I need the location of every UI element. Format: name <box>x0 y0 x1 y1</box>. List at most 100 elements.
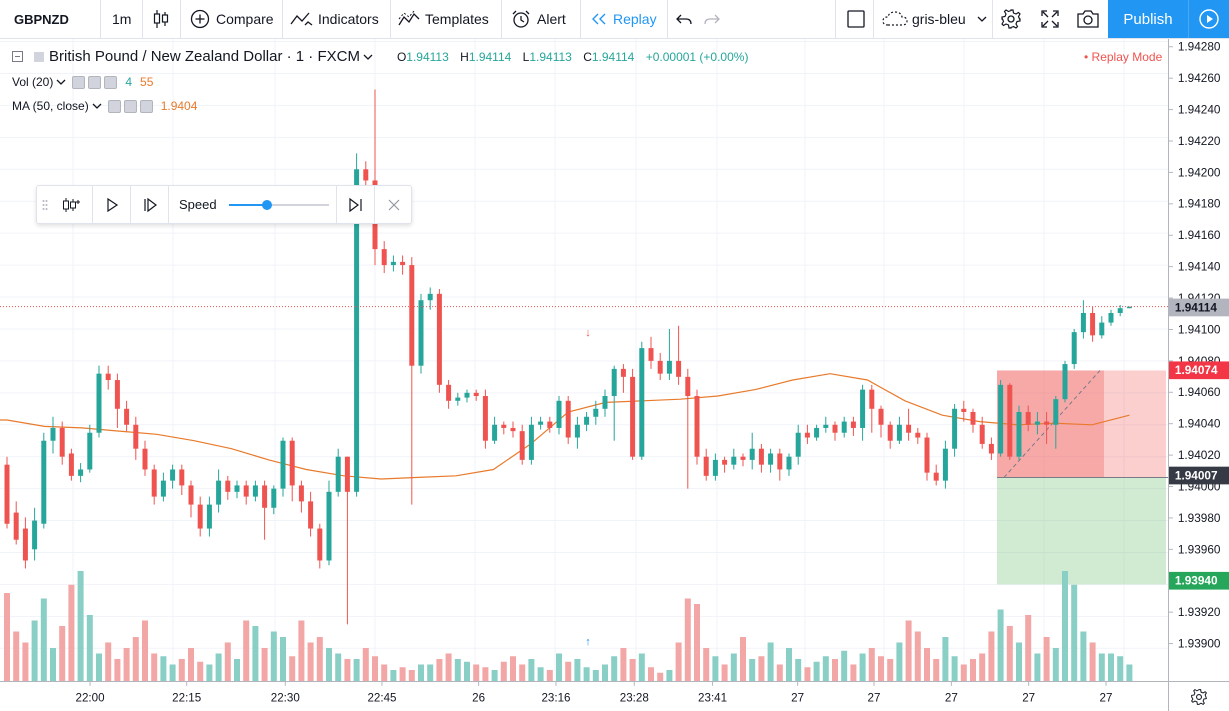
undo-button[interactable] <box>676 0 692 38</box>
compare-button[interactable]: Compare <box>190 0 274 38</box>
stop-price-badge-bg <box>1169 361 1229 380</box>
candle-body <box>482 396 488 441</box>
volume-bar <box>896 642 903 681</box>
candle-body <box>142 448 148 470</box>
publish-button[interactable]: Publish <box>1108 0 1188 38</box>
toolbar-divider <box>180 0 181 38</box>
candle-body <box>13 512 19 540</box>
candle-body <box>446 384 452 401</box>
speed-slider[interactable] <box>228 198 329 212</box>
time-axis[interactable]: 22:00 22:15 22:30 22:45 26 23:16 23:28 23:41 27 2… <box>0 681 1168 711</box>
time-tick-label: 22:30 <box>271 691 300 704</box>
close-icon[interactable] <box>104 75 118 89</box>
step-forward-button[interactable] <box>131 186 168 223</box>
play-button[interactable] <box>1188 0 1229 38</box>
volume-bar <box>31 620 38 681</box>
close-icon[interactable] <box>139 99 153 113</box>
fullscreen-button[interactable] <box>1040 0 1060 38</box>
ma-label[interactable]: MA (50, close) <box>12 99 89 113</box>
gear-icon[interactable] <box>88 75 102 89</box>
eye-icon[interactable] <box>72 75 86 89</box>
candle-body <box>915 432 921 438</box>
toolbar-divider <box>100 0 101 38</box>
price-tick-label: 1.93960 <box>1178 542 1221 556</box>
volume-bar <box>473 664 480 681</box>
price-tick-label: 1.94260 <box>1178 71 1221 85</box>
time-tick-label: 22:15 <box>172 691 201 704</box>
close-replay-button[interactable] <box>375 186 412 223</box>
volume-bar <box>758 656 765 681</box>
fullscreen-select-button[interactable] <box>846 0 866 38</box>
volume-bar <box>841 650 848 681</box>
candle-body <box>620 368 626 377</box>
candle-body <box>455 397 461 401</box>
candle-body <box>344 456 350 492</box>
price-tick-label: 1.94200 <box>1178 165 1221 179</box>
collapse-icon[interactable] <box>12 51 23 62</box>
panel-divider <box>336 186 337 223</box>
volume-bar <box>252 626 259 681</box>
candle-body <box>814 427 820 438</box>
volume-bar <box>298 620 305 681</box>
settings-button[interactable] <box>1000 0 1022 38</box>
volume-bar <box>730 653 737 681</box>
volume-bar <box>703 648 710 681</box>
price-tick-label: 1.94240 <box>1178 103 1221 117</box>
panel-divider <box>374 186 375 223</box>
volume-bar <box>1089 642 1096 681</box>
chevron-down-icon[interactable] <box>92 102 102 110</box>
current-price-badge-bg <box>1169 298 1229 317</box>
candle-body <box>933 472 939 481</box>
candles <box>4 89 1132 625</box>
chevron-down-icon[interactable] <box>56 78 66 86</box>
price-ticks: 1.94280 1.94260 1.94240 1.94220 1.94200 1.941… <box>1169 40 1221 651</box>
alert-button[interactable]: Alert <box>510 0 566 38</box>
layout-menu-button[interactable]: gris-bleu <box>882 0 988 38</box>
volume-bar <box>68 584 75 681</box>
time-tick-label: 26 <box>472 691 485 704</box>
candle-body <box>188 485 194 505</box>
volume-bar <box>583 667 590 681</box>
select-bar-icon <box>63 197 80 212</box>
candle-body <box>970 411 976 425</box>
volume-bar <box>749 659 756 681</box>
volume-bar <box>105 642 112 681</box>
price-chart[interactable]: ↓↑ <box>0 39 1168 681</box>
candle-body <box>657 360 663 374</box>
interval-button[interactable]: 1m <box>112 0 131 38</box>
play-replay-button[interactable] <box>93 186 130 223</box>
time-tick-label: 23:16 <box>541 691 570 704</box>
volume-bar <box>960 664 967 681</box>
slider-handle[interactable] <box>261 199 272 210</box>
candle-body <box>418 300 424 366</box>
price-axis[interactable]: 1.94280 1.94260 1.94240 1.94220 1.94200 1.941… <box>1168 39 1229 681</box>
templates-button[interactable]: Templates <box>398 0 489 38</box>
indicators-button[interactable]: Indicators <box>290 0 379 38</box>
snapshot-button[interactable] <box>1076 0 1100 38</box>
replay-button[interactable]: Replay <box>590 0 657 38</box>
volume-bar <box>629 659 636 681</box>
redo-button[interactable] <box>704 0 720 38</box>
axis-settings-button[interactable] <box>1168 681 1229 711</box>
gear-icon[interactable] <box>123 99 137 113</box>
eye-icon[interactable] <box>107 99 121 113</box>
chevron-down-icon[interactable] <box>363 53 373 61</box>
symbol-title[interactable]: British Pound / New Zealand Dollar · 1 ·… <box>49 48 360 65</box>
candle-body <box>630 376 636 457</box>
chart-type-button[interactable] <box>152 0 170 38</box>
vol-label[interactable]: Vol (20) <box>12 75 54 89</box>
entry-price-badge: 1.94007 <box>1175 468 1218 482</box>
time-tick-label: 27 <box>791 691 804 704</box>
candle-body <box>998 384 1004 454</box>
volume-bar <box>1126 664 1133 681</box>
position-path-line <box>1003 370 1101 478</box>
drag-handle[interactable] <box>37 186 53 223</box>
candle-body <box>906 424 912 433</box>
price-tick-label: 1.94020 <box>1178 448 1221 462</box>
symbol-search-button[interactable]: GBPNZD <box>14 0 69 38</box>
symbol-label: GBPNZD <box>14 11 69 27</box>
select-bar-button[interactable] <box>53 186 91 223</box>
entry-price-badge-bg <box>1169 466 1229 485</box>
volume-bar <box>638 653 645 681</box>
jump-to-realtime-button[interactable] <box>337 186 374 223</box>
